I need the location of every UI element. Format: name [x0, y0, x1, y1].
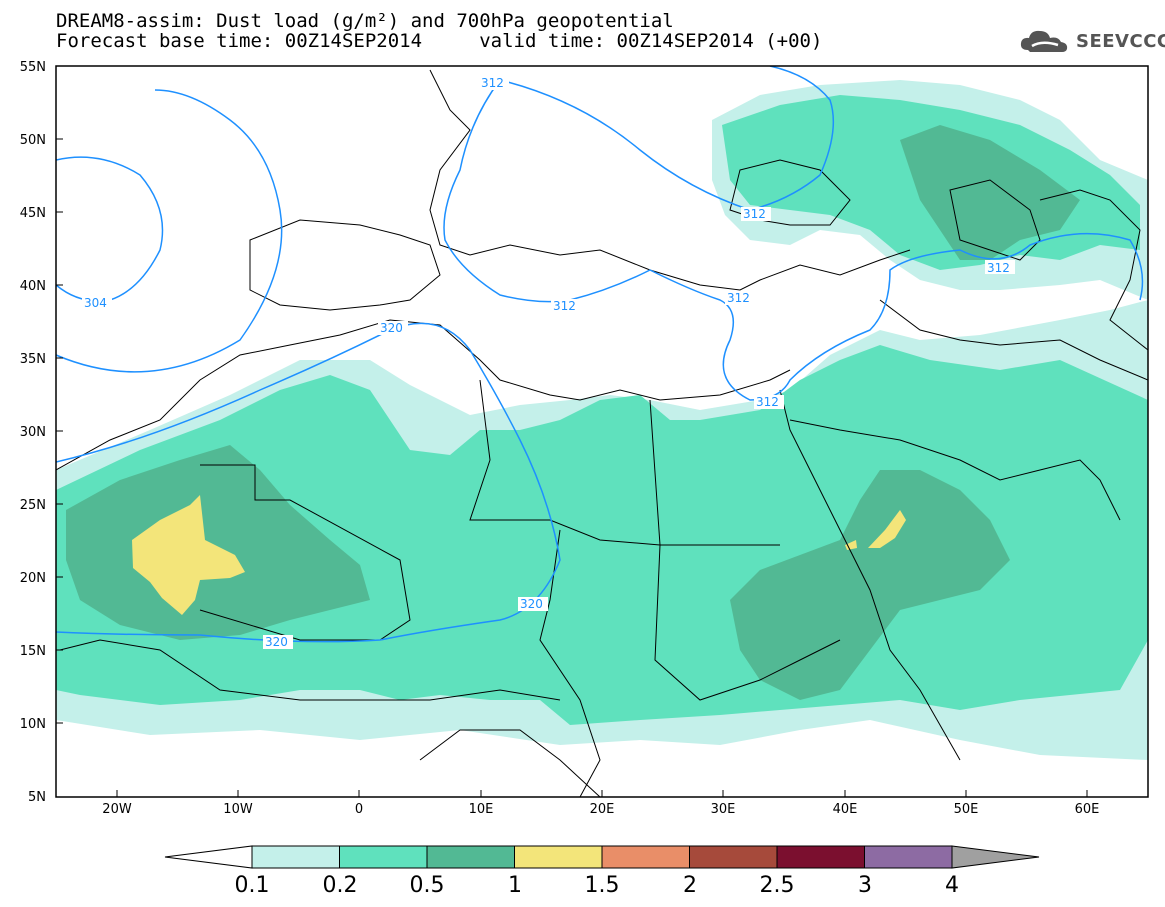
- y-tick-label: 15N: [20, 644, 46, 659]
- contour-label: 312: [727, 291, 750, 305]
- x-tick-label: 50E: [954, 802, 979, 817]
- y-tick-label: 45N: [20, 206, 46, 221]
- colorbar-box: [776, 845, 865, 869]
- y-tick-label: 20N: [20, 571, 46, 586]
- x-tick-labels: 20W 10W 0 10E 20E 30E 40E 50E 60E: [102, 802, 1099, 817]
- contour-label: 312: [743, 207, 766, 221]
- y-tick-labels: 55N 50N 45N 40N 35N 30N 25N 20N 15N 10N …: [20, 60, 46, 805]
- x-tick-label: 40E: [833, 802, 858, 817]
- cloud-icon: [1020, 30, 1068, 52]
- colorbar-box: [689, 845, 778, 869]
- colorbar-box: [864, 845, 953, 869]
- x-tick-label: 0: [355, 802, 363, 817]
- dust-load-field: [56, 66, 1148, 797]
- coastlines-borders: [56, 69, 1148, 797]
- contour-label: 320: [380, 321, 403, 335]
- contour-label: 320: [265, 635, 288, 649]
- y-tick-label: 35N: [20, 352, 46, 367]
- colorbar-label: 3: [858, 873, 872, 898]
- contour-label: 312: [756, 395, 779, 409]
- x-tick-label: 10E: [469, 802, 494, 817]
- y-tick-label: 10N: [20, 717, 46, 732]
- colorbar-label: 0.2: [323, 873, 358, 898]
- colorbar-labels: 0.1 0.2 0.5 1 1.5 2 2.5 3 4: [235, 873, 960, 898]
- y-tick-label: 55N: [20, 60, 46, 75]
- seevccc-logo: SEEVCCC: [1018, 26, 1165, 56]
- colorbar-low-triangle: [164, 845, 253, 869]
- colorbar-box: [251, 845, 340, 869]
- y-tick-label: 5N: [28, 790, 46, 805]
- colorbar-label: 1: [508, 873, 522, 898]
- dust-band-1: [132, 495, 906, 615]
- colorbar-high-triangle: [951, 845, 1040, 869]
- geopotential-contours: [56, 66, 1144, 643]
- contour-label: 320: [520, 597, 543, 611]
- y-tick-label: 30N: [20, 425, 46, 440]
- chart-title-line1: DREAM8-assim: Dust load (g/m²) and 700hP…: [56, 10, 674, 32]
- contour-label: 312: [481, 76, 504, 90]
- colorbar-label: 4: [945, 873, 959, 898]
- contour-label: 312: [987, 261, 1010, 275]
- x-tick-label: 30E: [711, 802, 736, 817]
- y-tick-label: 50N: [20, 133, 46, 148]
- colorbar-label: 0.1: [235, 873, 270, 898]
- y-tick-label: 25N: [20, 498, 46, 513]
- colorbar-box: [426, 845, 515, 869]
- colorbar-box: [514, 845, 603, 869]
- colorbar-boxes: [251, 845, 953, 869]
- axis-ticks: [56, 138, 1088, 797]
- x-tick-label: 10W: [223, 802, 253, 817]
- contour-label: 304: [84, 296, 107, 310]
- colorbar-box: [601, 845, 690, 869]
- colorbar-label: 0.5: [410, 873, 445, 898]
- x-tick-label: 20E: [590, 802, 615, 817]
- contour-label: 312: [553, 299, 576, 313]
- y-tick-label: 40N: [20, 279, 46, 294]
- colorbar: 0.1 0.2 0.5 1 1.5 2 2.5 3 4: [164, 845, 1040, 898]
- logo-text: SEEVCCC: [1076, 30, 1165, 52]
- colorbar-box: [339, 845, 428, 869]
- x-tick-label: 60E: [1075, 802, 1100, 817]
- x-tick-label: 20W: [102, 802, 132, 817]
- dust-band-0.5: [66, 125, 1080, 700]
- colorbar-label: 1.5: [585, 873, 620, 898]
- colorbar-label: 2.5: [760, 873, 795, 898]
- colorbar-label: 2: [683, 873, 697, 898]
- contour-labels: 312 312 312 312 312 312 304 320 320 320: [82, 76, 1015, 649]
- chart-title-line2: Forecast base time: 00Z14SEP2014 valid t…: [56, 30, 823, 52]
